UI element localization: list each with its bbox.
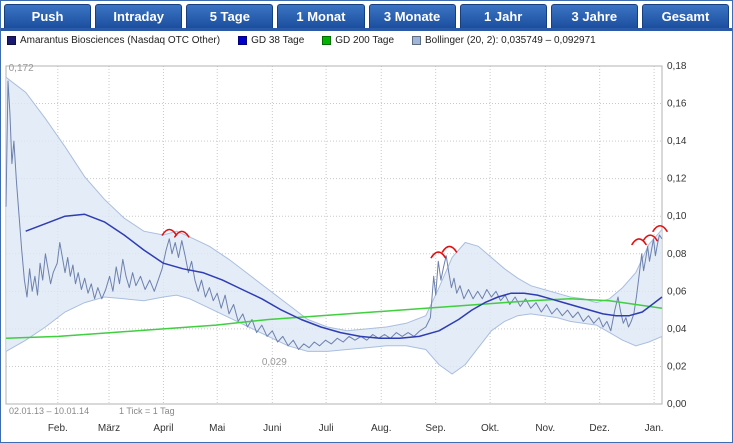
x-tick-label: Nov. bbox=[535, 423, 555, 434]
legend-label-gd200: GD 200 Tage bbox=[335, 35, 395, 46]
y-tick-label: 0,02 bbox=[667, 361, 687, 372]
price-annotation: 0,172 bbox=[9, 63, 34, 74]
x-tick-label: Juli bbox=[319, 423, 334, 434]
legend-swatch-price bbox=[7, 36, 16, 45]
bollinger-band bbox=[6, 77, 662, 375]
y-tick-label: 0,10 bbox=[667, 211, 687, 222]
x-tick-label: Dez. bbox=[589, 423, 610, 434]
toolbar-button-gesamt[interactable]: Gesamt bbox=[641, 4, 729, 28]
date-range-label: 02.01.13 – 10.01.14 bbox=[9, 406, 89, 416]
chart-area: 0,172 0,029 0,00 0,02 0,04 0,06 0,08 0,10 0,12 0,… bbox=[1, 50, 732, 442]
toolbar-button-3-monate[interactable]: 3 Monate bbox=[368, 4, 456, 28]
bollinger-upper bbox=[5, 76, 663, 332]
toolbar-button-1-jahr[interactable]: 1 Jahr bbox=[459, 4, 547, 28]
legend-item-gd38: GD 38 Tage bbox=[238, 35, 304, 46]
peak-marker bbox=[631, 238, 647, 246]
peak-marker bbox=[642, 234, 658, 242]
x-tick-label: Juni bbox=[263, 423, 281, 434]
x-tick-label: Okt. bbox=[481, 423, 499, 434]
legend-item-bollinger: Bollinger (20, 2): 0,035749 – 0,092971 bbox=[412, 35, 596, 46]
toolbar: Push Intraday 5 Tage 1 Monat 3 Monate 1 … bbox=[1, 1, 732, 31]
legend-swatch-gd200 bbox=[322, 36, 332, 45]
x-tick-label: Mai bbox=[209, 423, 225, 434]
legend-item-price: Amarantus Biosciences (Nasdaq OTC Other) bbox=[7, 35, 220, 46]
legend-swatch-gd38 bbox=[238, 36, 248, 45]
x-tick-label: Sep. bbox=[425, 423, 446, 434]
legend-label-bollinger: Bollinger (20, 2): 0,035749 – 0,092971 bbox=[425, 35, 596, 46]
peak-marker bbox=[430, 251, 447, 259]
chart-legend: Amarantus Biosciences (Nasdaq OTC Other)… bbox=[1, 31, 732, 50]
toolbar-button-3-jahre[interactable]: 3 Jahre bbox=[550, 4, 638, 28]
tick-info-label: 1 Tick = 1 Tag bbox=[119, 406, 175, 416]
peak-marker bbox=[174, 230, 190, 238]
x-tick-label: April bbox=[153, 423, 173, 434]
x-tick-label: Aug. bbox=[371, 423, 392, 434]
y-tick-label: 0,08 bbox=[667, 249, 687, 260]
price-line bbox=[5, 80, 663, 350]
y-tick-label: 0,00 bbox=[667, 399, 687, 410]
gd38-line bbox=[25, 213, 663, 340]
toolbar-button-intraday[interactable]: Intraday bbox=[95, 4, 183, 28]
y-tick-label: 0,06 bbox=[667, 286, 687, 297]
y-tick-label: 0,12 bbox=[667, 174, 687, 185]
peak-marker bbox=[652, 224, 668, 233]
peak-marker bbox=[441, 245, 458, 253]
y-tick-label: 0,04 bbox=[667, 324, 687, 335]
legend-label-gd38: GD 38 Tage bbox=[251, 35, 305, 46]
toolbar-button-push[interactable]: Push bbox=[4, 4, 92, 28]
peak-marker bbox=[161, 228, 178, 236]
toolbar-button-5-tage[interactable]: 5 Tage bbox=[186, 4, 274, 28]
toolbar-button-1-monat[interactable]: 1 Monat bbox=[277, 4, 365, 28]
gd200-line bbox=[5, 298, 663, 340]
x-tick-label: Jan. bbox=[645, 423, 664, 434]
bollinger-lower bbox=[5, 294, 663, 375]
legend-item-gd200: GD 200 Tage bbox=[322, 35, 394, 46]
y-tick-label: 0,16 bbox=[667, 99, 687, 110]
price-annotation: 0,029 bbox=[262, 357, 287, 368]
x-tick-label: Feb. bbox=[48, 423, 68, 434]
x-tick-label: März bbox=[98, 423, 120, 434]
price-chart: 0,172 0,029 0,00 0,02 0,04 0,06 0,08 0,10 0,12 0,… bbox=[5, 61, 687, 434]
legend-swatch-bollinger bbox=[412, 36, 422, 45]
y-tick-label: 0,18 bbox=[667, 61, 687, 72]
legend-label-price: Amarantus Biosciences (Nasdaq OTC Other) bbox=[20, 35, 221, 46]
y-tick-label: 0,14 bbox=[667, 136, 687, 147]
